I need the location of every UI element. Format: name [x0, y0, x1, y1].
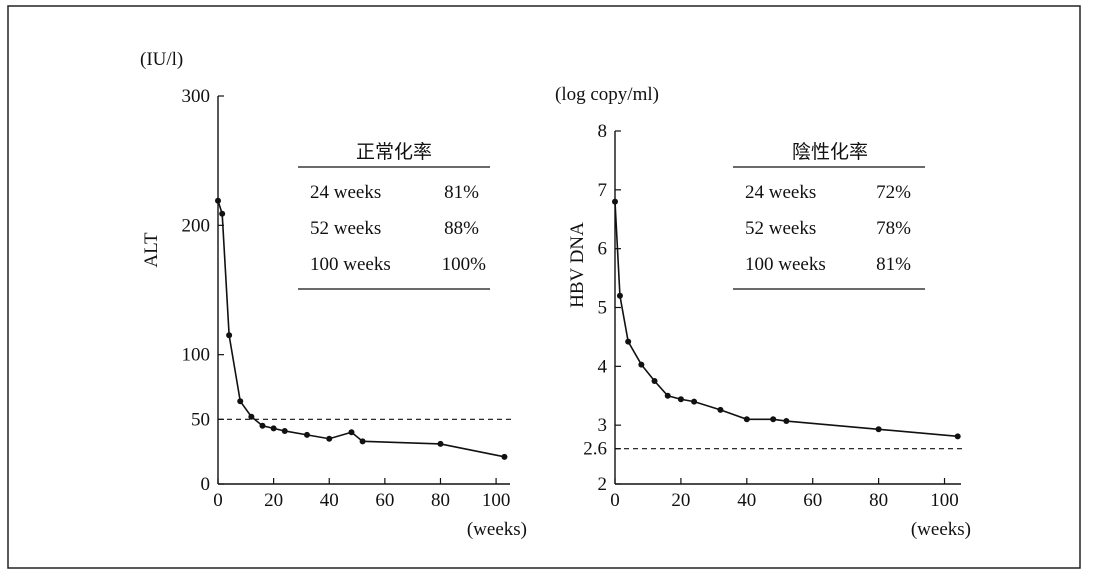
alt-data-point — [501, 453, 508, 460]
alt-table-row-value: 100% — [442, 254, 487, 275]
hbv-y-tick-label: 8 — [598, 121, 608, 142]
hbv-table-row-value: 81% — [876, 254, 911, 275]
hbv-data-point — [625, 338, 632, 345]
alt-data-point — [348, 429, 355, 436]
alt-data-point — [259, 422, 266, 429]
alt-table-row-label: 100 weeks — [310, 254, 391, 275]
alt-table-row-value: 81% — [444, 182, 479, 203]
hbv-x-tick-label: 80 — [869, 490, 888, 511]
alt-series-line — [217, 200, 505, 458]
alt-table: 正常化率 24 weeks 81% 52 weeks 88% 100 weeks… — [298, 141, 490, 290]
alt-x-tick-label: 40 — [320, 490, 339, 511]
hbv-table-header: 陰性化率 — [792, 141, 868, 163]
hbv-data-point — [783, 418, 790, 425]
alt-table-row-label: 24 weeks — [310, 182, 381, 203]
alt-data-point — [359, 438, 366, 445]
hbv-y-tick-label: 4 — [598, 356, 608, 377]
alt-x-tick-label: 80 — [431, 490, 450, 511]
alt-data-point — [281, 427, 288, 434]
hbv-y-tick-label: 6 — [598, 239, 608, 260]
hbv-table-row-value: 72% — [876, 182, 911, 203]
alt-data-point — [226, 332, 233, 339]
alt-data-point — [326, 435, 333, 442]
alt-y-tick-label: 200 — [182, 215, 211, 236]
hbv-x-tick-label: 40 — [737, 490, 756, 511]
alt-chart: (IU/l) ALT (weeks) 正常化率 24 weeks 81% 52 … — [140, 49, 527, 540]
alt-y-tick-label: 300 — [182, 86, 211, 107]
hbv-y-tick-label: 2 — [598, 474, 608, 495]
hbv-y-tick-label: 7 — [598, 180, 608, 201]
alt-y-tick-label: 100 — [182, 345, 211, 366]
alt-data-point — [248, 413, 255, 420]
hbv-data-point — [677, 396, 684, 403]
alt-x-tick-label: 100 — [482, 490, 511, 511]
hbv-data-point — [612, 198, 618, 205]
hbv-x-tick-label: 20 — [671, 490, 690, 511]
alt-x-tick-label: 0 — [213, 490, 223, 511]
hbv-data-point — [770, 416, 777, 423]
hbv-ylabel: HBV DNA — [567, 222, 588, 308]
alt-data-point — [219, 210, 226, 217]
hbv-y-tick-label: 2.6 — [583, 439, 607, 460]
hbv-table: 陰性化率 24 weeks 72% 52 weeks 78% 100 weeks… — [733, 141, 925, 290]
alt-table-header: 正常化率 — [356, 141, 432, 163]
hbv-data-point — [664, 392, 671, 399]
alt-y-tick-label: 50 — [191, 409, 210, 430]
hbv-data-point — [875, 426, 882, 433]
figure-frame — [7, 5, 1081, 569]
alt-unit-label: (IU/l) — [140, 49, 183, 70]
alt-table-row-value: 88% — [444, 218, 479, 239]
hbv-data-point — [616, 292, 623, 299]
alt-x-tick-label: 20 — [264, 490, 283, 511]
hbv-table-row-label: 100 weeks — [745, 254, 826, 275]
hbv-x-tick-label: 0 — [610, 490, 620, 511]
alt-table-row-label: 52 weeks — [310, 218, 381, 239]
hbv-table-row-value: 78% — [876, 218, 911, 239]
hbv-data-point — [743, 416, 750, 423]
hbv-data-point — [954, 433, 961, 440]
alt-data-point — [237, 398, 244, 405]
hbv-table-row-label: 52 weeks — [745, 218, 816, 239]
hbv-data-point — [651, 378, 658, 385]
alt-xlabel: (weeks) — [467, 519, 527, 540]
alt-ylabel: ALT — [141, 232, 162, 268]
hbv-x-tick-label: 100 — [930, 490, 959, 511]
hbv-unit-label: (log copy/ml) — [555, 84, 659, 105]
hbv-data-point — [691, 398, 698, 405]
alt-data-point — [270, 425, 277, 432]
alt-data-point — [303, 431, 310, 438]
hbv-y-tick-label: 3 — [598, 415, 608, 436]
hbv-y-tick-label: 5 — [598, 298, 608, 319]
alt-x-tick-label: 60 — [375, 490, 394, 511]
hbv-x-tick-label: 60 — [803, 490, 822, 511]
alt-y-tick-label: 0 — [201, 474, 211, 495]
hbv-table-row-label: 24 weeks — [745, 182, 816, 203]
hbv-data-point — [638, 361, 645, 368]
hbv-xlabel: (weeks) — [911, 519, 971, 540]
hbv-data-point — [717, 406, 724, 413]
alt-data-point — [215, 197, 221, 204]
alt-data-point — [437, 440, 444, 447]
hbv-chart: (log copy/ml) HBV DNA (weeks) 陰性化率 24 we… — [555, 84, 971, 540]
